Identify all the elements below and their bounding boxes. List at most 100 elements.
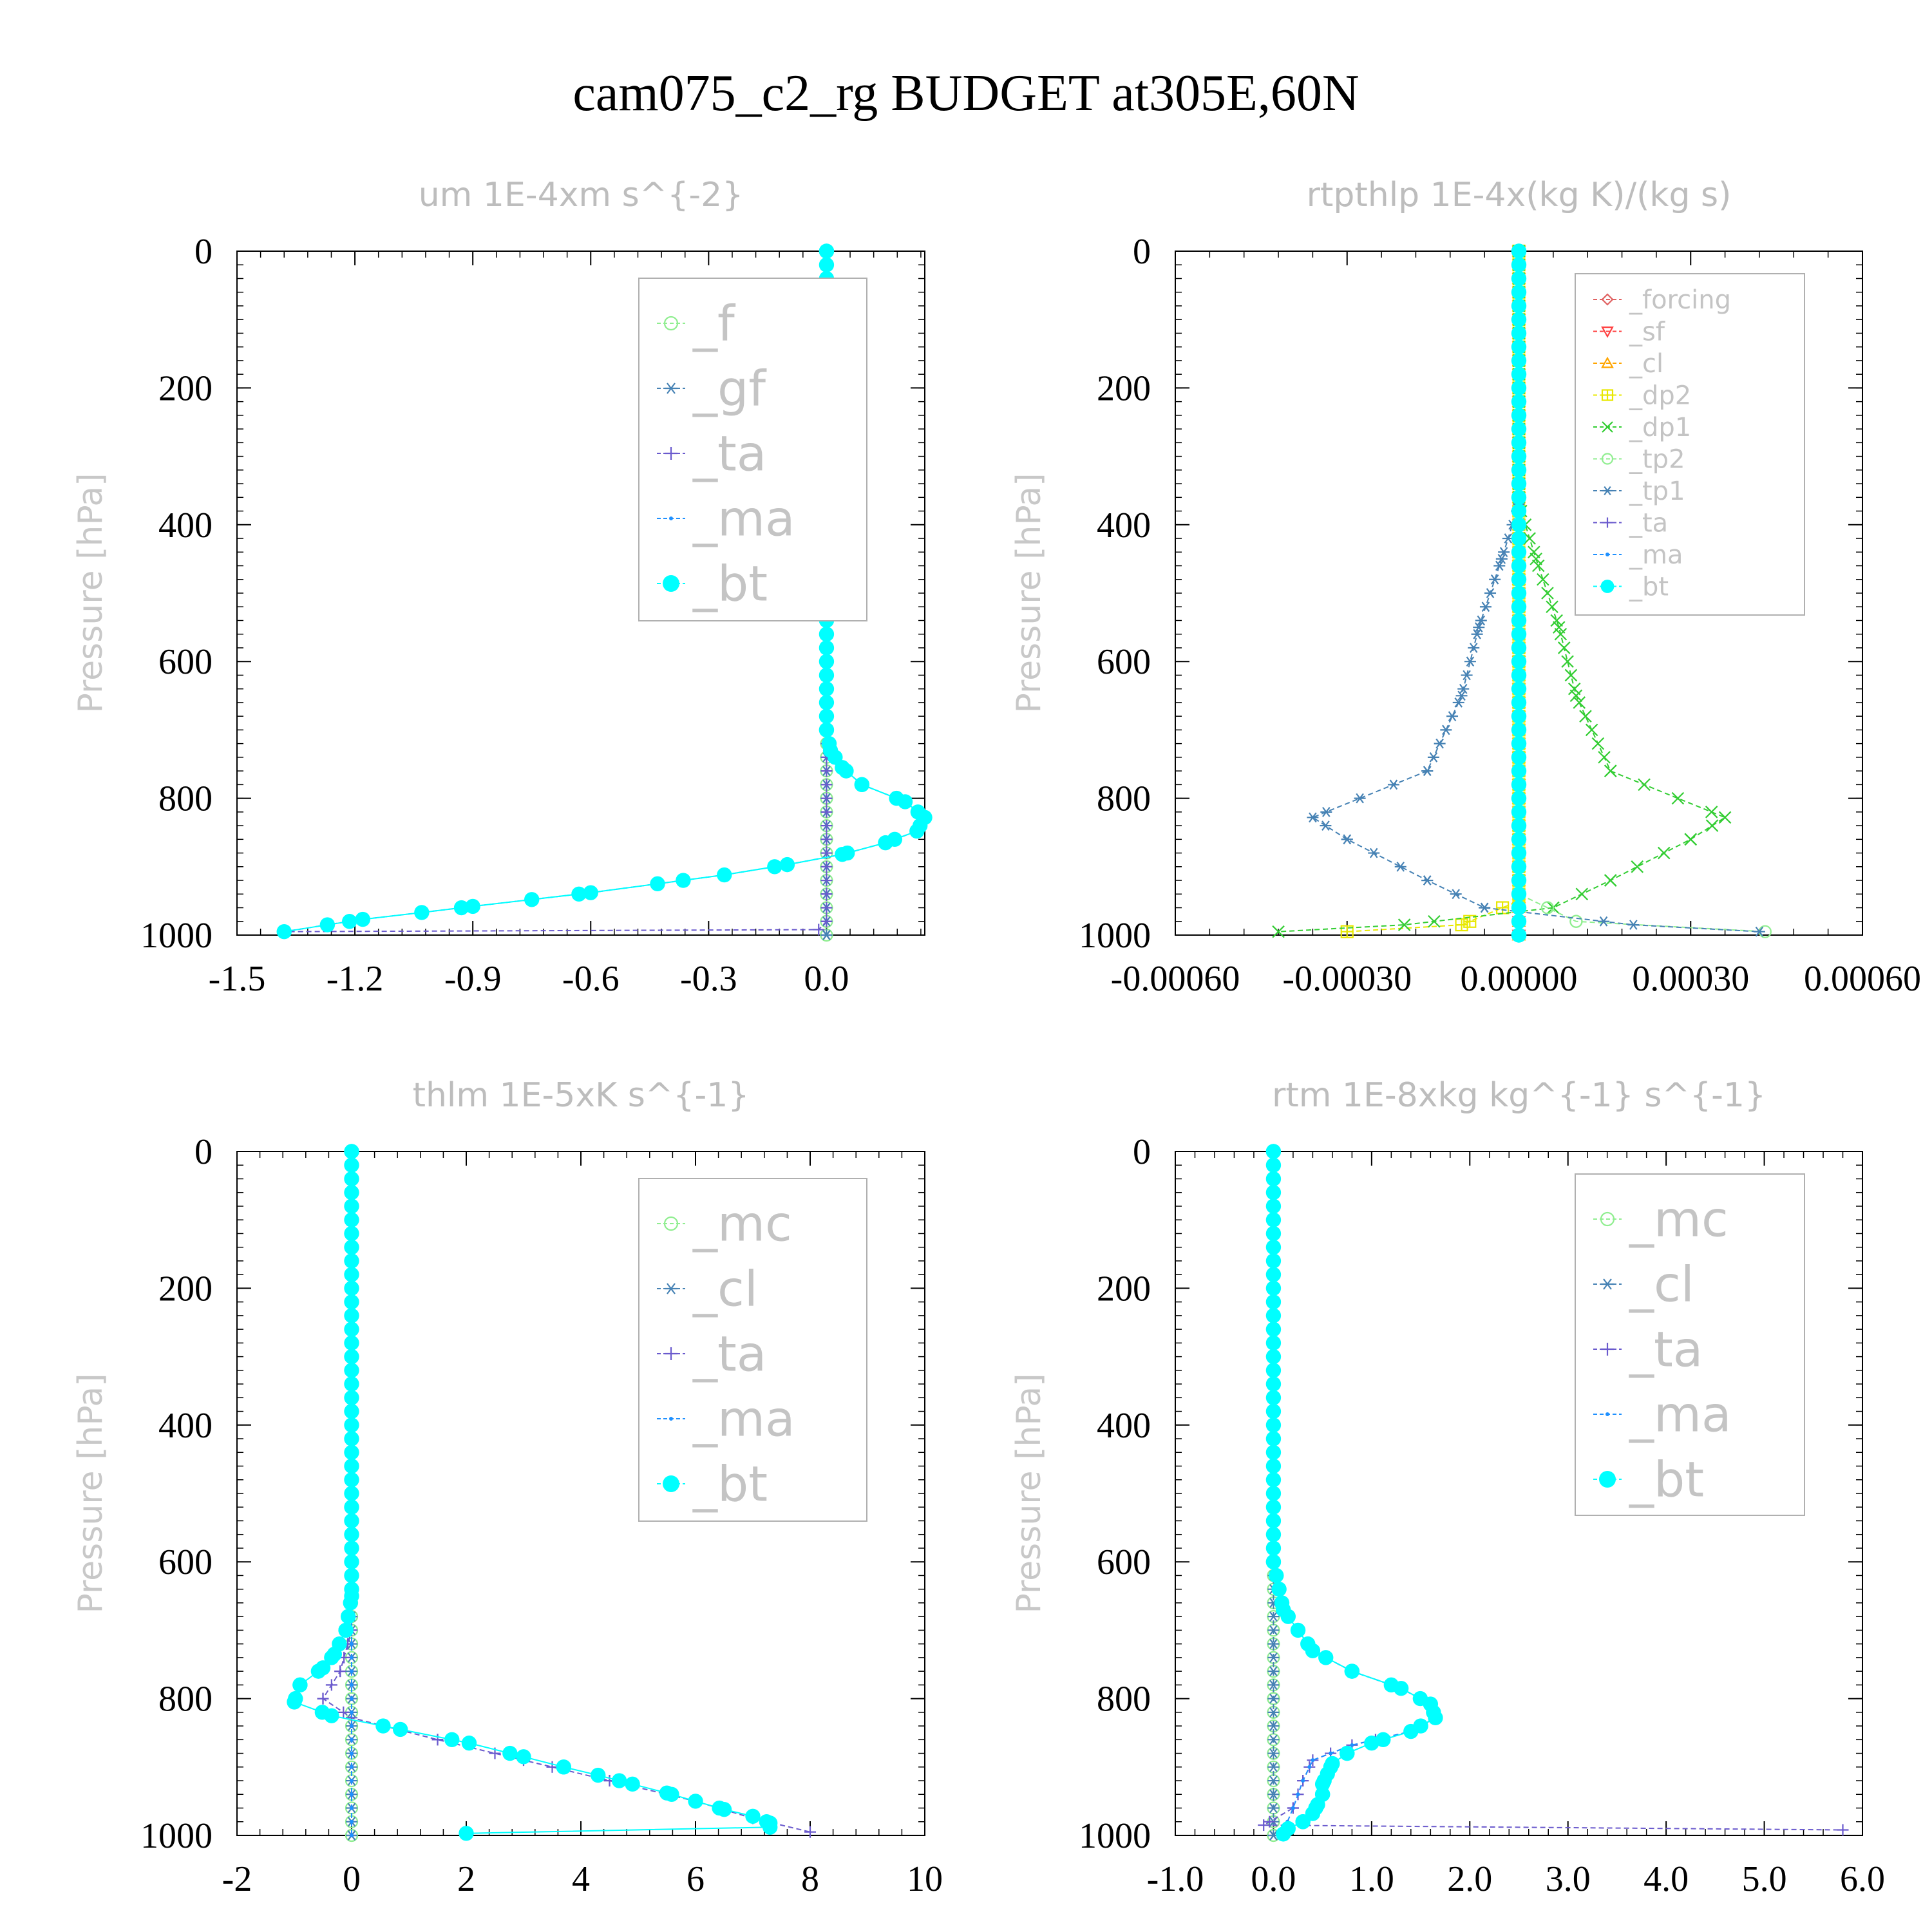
data-point [1638, 778, 1651, 791]
x-tick-label: -1.0 [1147, 1859, 1204, 1899]
x-tick-label: 0 [343, 1859, 361, 1899]
data-point [1540, 901, 1555, 914]
legend-label: _bt [1629, 573, 1669, 602]
data-point [819, 708, 835, 724]
data-point [1598, 916, 1610, 927]
data-point [820, 930, 833, 940]
data-point [1511, 708, 1527, 724]
data-point [1265, 1321, 1282, 1337]
data-point [344, 1390, 359, 1406]
panel-title: rtm 1E-8xkg kg^{-1} s^{-1} [1272, 1076, 1766, 1115]
legend-entry: _dp1 [1593, 413, 1691, 442]
data-point [1511, 654, 1527, 669]
data-point [344, 1308, 359, 1323]
data-point [819, 640, 835, 656]
legend-label: _ma [692, 1390, 795, 1448]
y-tick-label: 1000 [1079, 1816, 1151, 1856]
data-point [1350, 1743, 1354, 1747]
data-point [344, 1363, 359, 1378]
data-point [292, 1677, 308, 1693]
data-point [1511, 298, 1527, 314]
data-point [1511, 722, 1527, 738]
y-tick-label: 1000 [140, 1816, 213, 1856]
y-tick-label: 400 [158, 1406, 213, 1446]
data-point [1364, 1735, 1379, 1751]
data-point [1705, 806, 1718, 819]
data-point [344, 1567, 359, 1584]
data-point [688, 1794, 703, 1809]
data-point [820, 915, 833, 927]
chart-panel-3: thlm 1E-5xK s^{-1} Pressure [hPa] 0 200 400 6… [71, 1076, 943, 1899]
data-point [344, 1226, 359, 1242]
data-point [1511, 585, 1527, 601]
data-point [344, 1253, 359, 1269]
data-point [820, 860, 833, 873]
data-point [1452, 697, 1464, 708]
data-point [1541, 587, 1554, 600]
data-point [1320, 820, 1332, 831]
data-point [1530, 553, 1542, 565]
data-point [1511, 393, 1527, 410]
data-point [1427, 752, 1439, 762]
data-point [917, 810, 933, 826]
legend-entry: _mc [657, 1195, 792, 1253]
data-point [1341, 834, 1353, 845]
legend-label: _cl [1629, 349, 1663, 379]
data-point [1463, 914, 1477, 928]
data-point [1511, 448, 1527, 464]
data-point [819, 654, 835, 669]
chart-panel-4: rtm 1E-8xkg kg^{-1} s^{-1} Pressure [hPa]… [1010, 1076, 1885, 1899]
data-point [1604, 874, 1617, 887]
data-point [1657, 846, 1671, 860]
panel-title: um 1E-4xm s^{-2} [419, 176, 744, 214]
data-point [1523, 532, 1536, 545]
data-point [324, 1708, 339, 1723]
legend-label: _tp1 [1629, 477, 1685, 506]
data-point [1564, 668, 1578, 682]
data-point [350, 1779, 354, 1783]
data-point [344, 1198, 359, 1214]
y-tick-label: 600 [1097, 642, 1151, 682]
data-point [1265, 1198, 1282, 1214]
legend-entry: _bt [657, 1455, 768, 1513]
data-point [820, 779, 833, 791]
data-point [1511, 859, 1527, 875]
x-tick-label: 6 [687, 1859, 705, 1899]
data-point [1307, 1765, 1312, 1769]
data-point [1291, 1806, 1295, 1810]
y-axis-label: Pressure [hPa] [1010, 473, 1048, 714]
data-point [1471, 629, 1483, 639]
data-point [676, 873, 691, 888]
data-point [1511, 790, 1527, 806]
data-point [1511, 599, 1527, 614]
legend-label: _bt [1629, 1451, 1704, 1508]
data-point [1307, 812, 1319, 823]
data-point [1340, 1745, 1355, 1761]
data-point [1511, 777, 1527, 793]
data-point [1479, 601, 1492, 612]
data-point [344, 1472, 359, 1488]
data-point [1511, 503, 1527, 519]
data-point [1495, 554, 1508, 564]
legend-label: _mc [692, 1195, 792, 1253]
legend-entry: _forcing [1593, 285, 1731, 315]
legend-entry: _ta [657, 1325, 766, 1383]
data-point [344, 1444, 359, 1460]
data-point [1561, 655, 1574, 668]
legend-entry: _tp1 [1593, 477, 1685, 506]
data-point [1546, 600, 1558, 614]
data-point [350, 1642, 354, 1646]
data-point [431, 1734, 444, 1746]
data-point [819, 257, 835, 272]
data-point [1455, 690, 1468, 701]
legend-label: _sf [1629, 317, 1665, 347]
data-point [1354, 793, 1366, 804]
data-point [1265, 1212, 1282, 1227]
data-point [820, 888, 833, 900]
data-point [287, 1694, 302, 1710]
data-point [1511, 285, 1527, 300]
legend-label: _ma [1629, 1386, 1732, 1443]
data-point [1267, 1776, 1280, 1786]
x-tick-label: 0.0 [804, 959, 849, 999]
data-point [1511, 517, 1527, 533]
